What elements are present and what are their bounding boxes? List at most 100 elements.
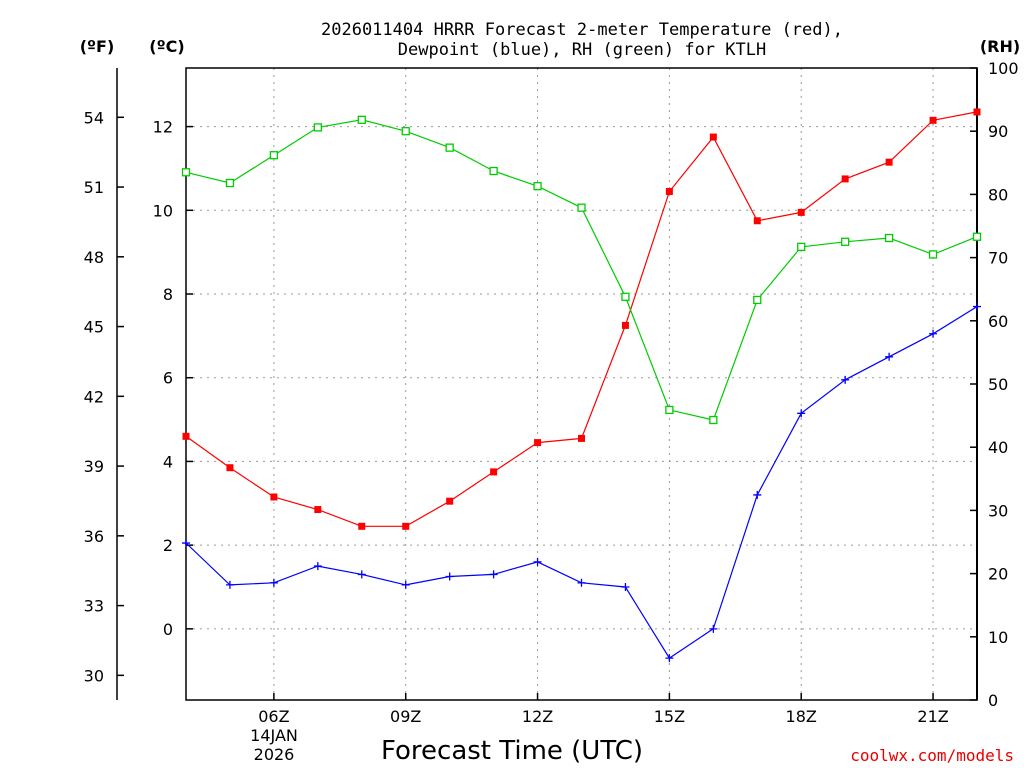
fahrenheit-tick-label: 51 xyxy=(84,178,104,197)
rh-point xyxy=(928,250,938,259)
dewpoint-series xyxy=(182,302,981,663)
celsius-axis: 0 2 4 6 8 10 12 xyxy=(153,118,193,639)
dewpoint-point xyxy=(445,572,454,581)
dewpoint-point xyxy=(665,654,674,663)
dewpoint-point xyxy=(533,557,542,566)
rh-tick-label: 40 xyxy=(988,438,1008,457)
temperature-point xyxy=(578,434,585,442)
rh-point xyxy=(577,203,586,212)
rh-point xyxy=(884,233,894,243)
celsius-tick-label: 10 xyxy=(153,201,173,220)
celsius-tick-label: 8 xyxy=(163,285,173,304)
rh-tick-label: 0 xyxy=(988,691,998,710)
rh-tick-label: 10 xyxy=(988,628,1008,647)
fahrenheit-tick-label: 33 xyxy=(84,597,104,616)
time-tick-label: 15Z xyxy=(654,707,685,726)
fahrenheit-axis: 30 33 36 39 42 45 48 51 54 xyxy=(84,108,124,685)
fahrenheit-unit-label: (ºF) xyxy=(80,37,115,56)
temperature-line xyxy=(185,111,978,527)
rh-tick-label: 20 xyxy=(988,565,1008,584)
rh-point xyxy=(445,143,454,152)
fahrenheit-tick-label: 42 xyxy=(84,387,104,406)
temperature-point xyxy=(490,468,498,476)
rh-tick-label: 60 xyxy=(988,312,1008,331)
rh-point xyxy=(972,232,982,241)
temperature-point xyxy=(402,522,410,530)
celsius-tick-label: 4 xyxy=(163,452,173,471)
rh-point xyxy=(313,123,322,132)
time-tick-label: 06Z xyxy=(258,707,289,726)
title-line-2: Dewpoint (blue), RH (green) for KTLH xyxy=(398,40,766,60)
fahrenheit-tick-label: 39 xyxy=(84,457,104,476)
grid-lines xyxy=(186,68,977,700)
dewpoint-point xyxy=(182,539,190,548)
rh-point xyxy=(269,151,279,160)
temperature-point xyxy=(753,217,761,225)
dewpoint-point xyxy=(621,582,630,591)
rh-axis: 0 10 20 30 40 50 60 70 80 90 100 xyxy=(970,59,1019,710)
date-label-year: 2026 xyxy=(254,745,295,764)
dewpoint-point xyxy=(489,570,498,579)
data-series xyxy=(181,108,982,663)
rh-point xyxy=(489,166,498,176)
rh-point xyxy=(181,168,191,177)
temperature-point xyxy=(182,432,190,440)
celsius-tick-label: 0 xyxy=(163,620,173,639)
rh-tick-label: 70 xyxy=(988,249,1008,268)
temperature-point xyxy=(358,522,366,530)
time-tick-label: 18Z xyxy=(786,707,817,726)
plot-frame xyxy=(185,67,978,701)
temperature-point xyxy=(709,133,717,141)
rh-tick-label: 80 xyxy=(988,185,1008,204)
rh-point xyxy=(753,295,762,305)
temperature-point xyxy=(665,187,673,195)
chart-title: 2026011404 HRRR Forecast 2-meter Tempera… xyxy=(321,20,843,60)
dewpoint-point xyxy=(797,409,806,418)
dewpoint-point xyxy=(929,329,938,338)
temperature-point xyxy=(797,208,805,216)
rh-point xyxy=(841,237,850,246)
x-axis-title: Forecast Time (UTC) xyxy=(381,736,643,766)
time-axis: 06Z 09Z 12Z 15Z 18Z 21Z xyxy=(258,693,949,726)
time-tick-label: 12Z xyxy=(522,707,553,726)
temperature-point xyxy=(314,506,322,514)
rh-unit-label: (RH) xyxy=(980,37,1020,56)
temperature-point xyxy=(446,497,454,505)
rh-tick-label: 90 xyxy=(988,122,1008,141)
rh-point xyxy=(533,182,542,191)
rh-point xyxy=(357,115,366,124)
dewpoint-point xyxy=(753,490,762,499)
time-tick-label: 09Z xyxy=(390,707,421,726)
temperature-point xyxy=(226,464,234,472)
dewpoint-point xyxy=(841,375,850,384)
rh-tick-label: 30 xyxy=(988,501,1008,520)
temperature-point xyxy=(841,175,849,183)
celsius-unit-label: (ºC) xyxy=(149,37,184,56)
celsius-tick-label: 12 xyxy=(153,118,173,137)
temperature-point xyxy=(885,158,893,166)
dewpoint-point xyxy=(577,578,586,587)
fahrenheit-tick-label: 48 xyxy=(84,248,104,267)
fahrenheit-tick-label: 36 xyxy=(84,527,104,546)
time-tick-label: 21Z xyxy=(917,707,948,726)
celsius-tick-label: 6 xyxy=(163,369,173,388)
fahrenheit-tick-label: 54 xyxy=(84,108,104,127)
fahrenheit-tick-label: 30 xyxy=(84,666,104,685)
credit-link[interactable]: coolwx.com/models xyxy=(850,746,1014,765)
temperature-point xyxy=(929,116,937,124)
rh-tick-label: 100 xyxy=(988,59,1019,78)
title-line-1: 2026011404 HRRR Forecast 2-meter Tempera… xyxy=(321,20,843,40)
rh-point xyxy=(709,415,718,425)
rh-point xyxy=(665,405,674,415)
dewpoint-line xyxy=(185,306,978,659)
dewpoint-point xyxy=(269,578,278,587)
temperature-point xyxy=(621,321,629,329)
rh-point xyxy=(401,127,410,136)
rh-point xyxy=(225,178,235,188)
dewpoint-point xyxy=(401,580,410,589)
temperature-point xyxy=(534,439,542,447)
dewpoint-point xyxy=(357,570,366,579)
rh-tick-label: 50 xyxy=(988,375,1008,394)
dewpoint-point xyxy=(885,352,894,361)
